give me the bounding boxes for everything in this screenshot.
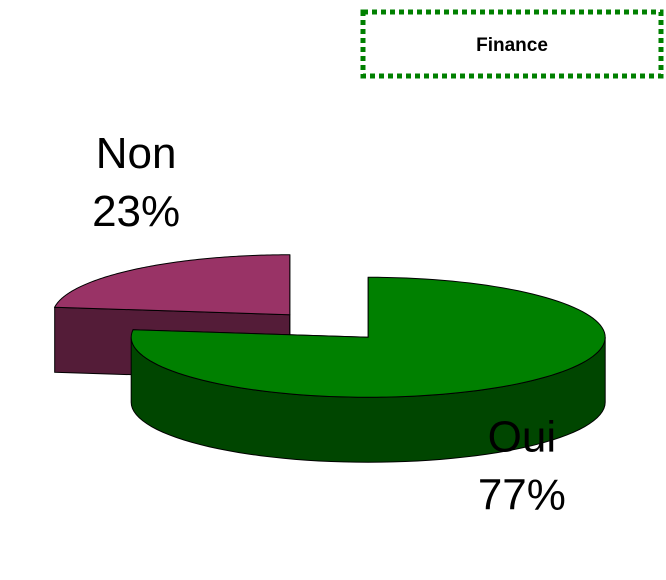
slice bbox=[130, 276, 606, 398]
slice-label: Non bbox=[96, 129, 177, 178]
pie bbox=[53, 254, 606, 463]
chart-title: Finance bbox=[476, 35, 548, 56]
title-box bbox=[360, 9, 664, 79]
slice-label: Oui bbox=[488, 412, 556, 461]
value-label: 77% bbox=[478, 470, 566, 519]
value-label: 23% bbox=[92, 187, 180, 236]
slice bbox=[53, 254, 291, 316]
